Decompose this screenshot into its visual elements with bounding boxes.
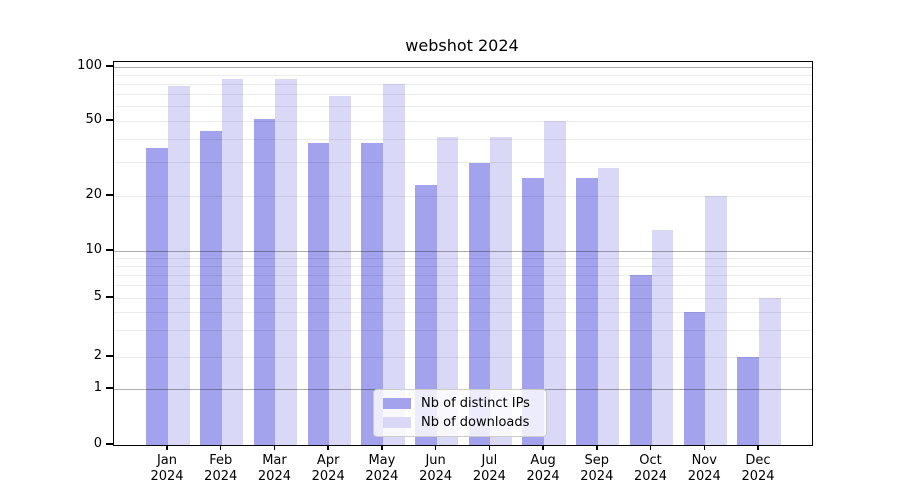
x-tick-sep	[596, 445, 598, 450]
plot-area: Nb of distinct IPs Nb of downloads	[113, 61, 813, 446]
x-tick-nov	[703, 445, 706, 450]
y-tick-label-0: 0	[93, 436, 102, 451]
gridline-minor-4	[114, 311, 812, 313]
bar-downloads-mar	[275, 78, 298, 445]
x-tick-label-dec: Dec 2024	[741, 453, 775, 484]
y-tick-label-50: 50	[85, 112, 102, 127]
legend-label-distinct-ips: Nb of distinct IPs	[421, 396, 530, 411]
gridline-minor-8	[114, 265, 812, 267]
gridline-minor-7	[114, 274, 812, 276]
x-tick-label-sep: Sep 2024	[580, 453, 614, 484]
bar-distinct-ips-jan	[146, 147, 168, 445]
y-tick-label-20: 20	[85, 187, 102, 202]
y-tick-label-100: 100	[77, 58, 102, 73]
y-tick-2	[106, 355, 113, 357]
gridline-minor-3	[114, 330, 812, 332]
y-tick-label-5: 5	[93, 289, 102, 304]
x-tick-label-jul: Jul 2024	[472, 453, 506, 484]
x-tick-dec	[757, 445, 759, 450]
legend-swatch-downloads	[383, 417, 411, 428]
x-tick-feb	[219, 445, 222, 450]
bar-distinct-ips-nov	[683, 312, 706, 445]
bar-downloads-feb	[221, 78, 244, 445]
bar-distinct-ips-sep	[576, 177, 598, 445]
bar-distinct-ips-aug	[522, 177, 545, 445]
y-tick-100	[106, 65, 113, 67]
gridline-major-10	[114, 250, 812, 252]
y-tick-label-10: 10	[85, 242, 102, 257]
gridline-minor-70	[114, 94, 812, 96]
x-tick-jun	[434, 445, 437, 450]
bar-downloads-jan	[168, 86, 190, 445]
bar-downloads-apr	[329, 95, 351, 445]
y-tick-50	[106, 119, 113, 121]
gridline-minor-80	[114, 83, 812, 85]
legend-swatch-distinct-ips	[383, 398, 411, 409]
x-tick-may	[381, 445, 383, 450]
legend-item-distinct-ips: Nb of distinct IPs	[383, 396, 537, 411]
gridline-minor-90	[114, 74, 812, 76]
bar-downloads-nov	[705, 196, 727, 445]
x-tick-label-aug: Aug 2024	[526, 453, 560, 484]
y-tick-10	[106, 249, 113, 251]
bar-downloads-aug	[544, 121, 566, 445]
gridline-minor-9	[114, 257, 812, 259]
x-tick-aug	[542, 445, 544, 450]
y-tick-label-2: 2	[93, 348, 102, 363]
bar-downloads-jul	[490, 137, 512, 445]
bar-distinct-ips-dec	[737, 357, 759, 445]
x-tick-label-may: May 2024	[365, 453, 399, 484]
bar-distinct-ips-apr	[307, 143, 330, 445]
bar-distinct-ips-mar	[253, 119, 276, 445]
grid-layer	[114, 62, 812, 445]
legend-label-downloads: Nb of downloads	[421, 415, 530, 430]
x-tick-label-oct: Oct 2024	[633, 453, 668, 484]
gridline-minor-2	[114, 356, 812, 358]
bar-downloads-sep	[597, 168, 620, 445]
x-tick-label-mar: Mar 2024	[257, 453, 291, 484]
chart-title: webshot 2024	[405, 36, 519, 55]
gridline-minor-5	[114, 297, 812, 299]
gridline-minor-50	[114, 120, 812, 122]
x-tick-label-nov: Nov 2024	[687, 453, 721, 484]
gridline-minor-60	[114, 106, 812, 108]
bar-downloads-oct	[651, 230, 674, 445]
legend: Nb of distinct IPs Nb of downloads	[373, 389, 547, 437]
bar-downloads-jun	[436, 137, 459, 445]
x-tick-label-feb: Feb 2024	[204, 453, 238, 484]
x-tick-jul	[488, 445, 491, 450]
gridline-minor-6	[114, 285, 812, 287]
x-tick-jan	[166, 445, 168, 450]
bars-layer	[114, 62, 812, 445]
y-tick-label-1: 1	[93, 380, 102, 395]
bar-distinct-ips-jun	[415, 184, 437, 445]
y-tick-1	[106, 387, 113, 389]
bar-distinct-ips-feb	[200, 131, 222, 445]
x-tick-label-jan: Jan 2024	[150, 453, 184, 484]
bar-downloads-may	[382, 84, 405, 445]
bar-distinct-ips-jul	[468, 162, 491, 445]
x-tick-label-jun: Jun 2024	[419, 453, 453, 484]
gridline-minor-40	[114, 138, 812, 140]
y-tick-0	[106, 443, 113, 445]
x-tick-mar	[273, 445, 276, 450]
x-tick-apr	[327, 445, 329, 450]
gridline-major-100	[114, 66, 812, 68]
bar-downloads-dec	[758, 298, 781, 445]
gridline-minor-30	[114, 162, 812, 164]
x-tick-oct	[649, 445, 652, 450]
x-tick-label-apr: Apr 2024	[311, 453, 345, 484]
legend-item-downloads: Nb of downloads	[383, 415, 537, 430]
y-tick-5	[106, 296, 113, 298]
bar-distinct-ips-oct	[629, 275, 652, 445]
gridline-minor-20	[114, 195, 812, 197]
bar-distinct-ips-may	[361, 143, 383, 445]
y-tick-20	[106, 194, 113, 196]
